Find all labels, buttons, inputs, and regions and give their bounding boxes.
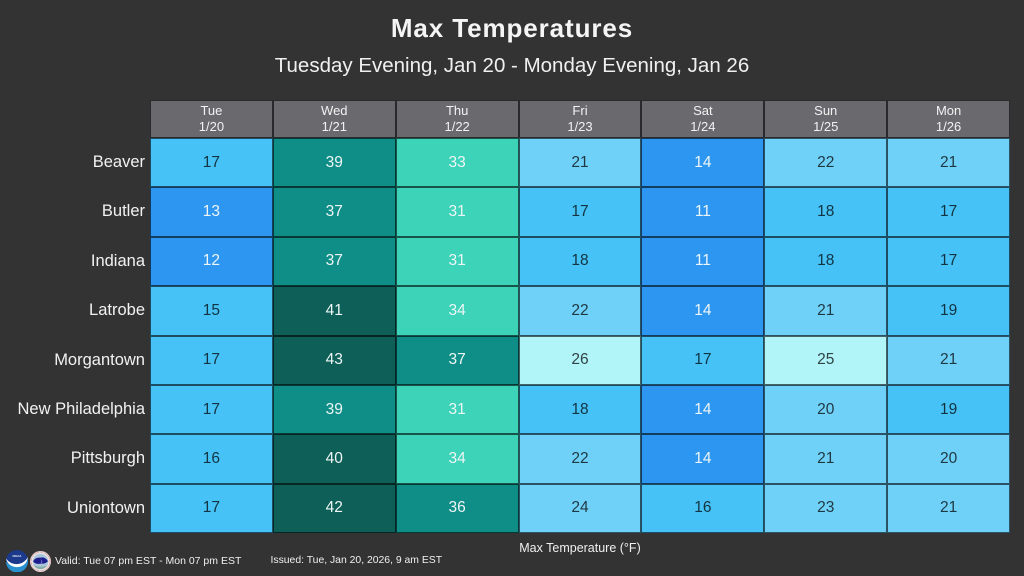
svg-text:NOAA: NOAA [12, 554, 22, 558]
